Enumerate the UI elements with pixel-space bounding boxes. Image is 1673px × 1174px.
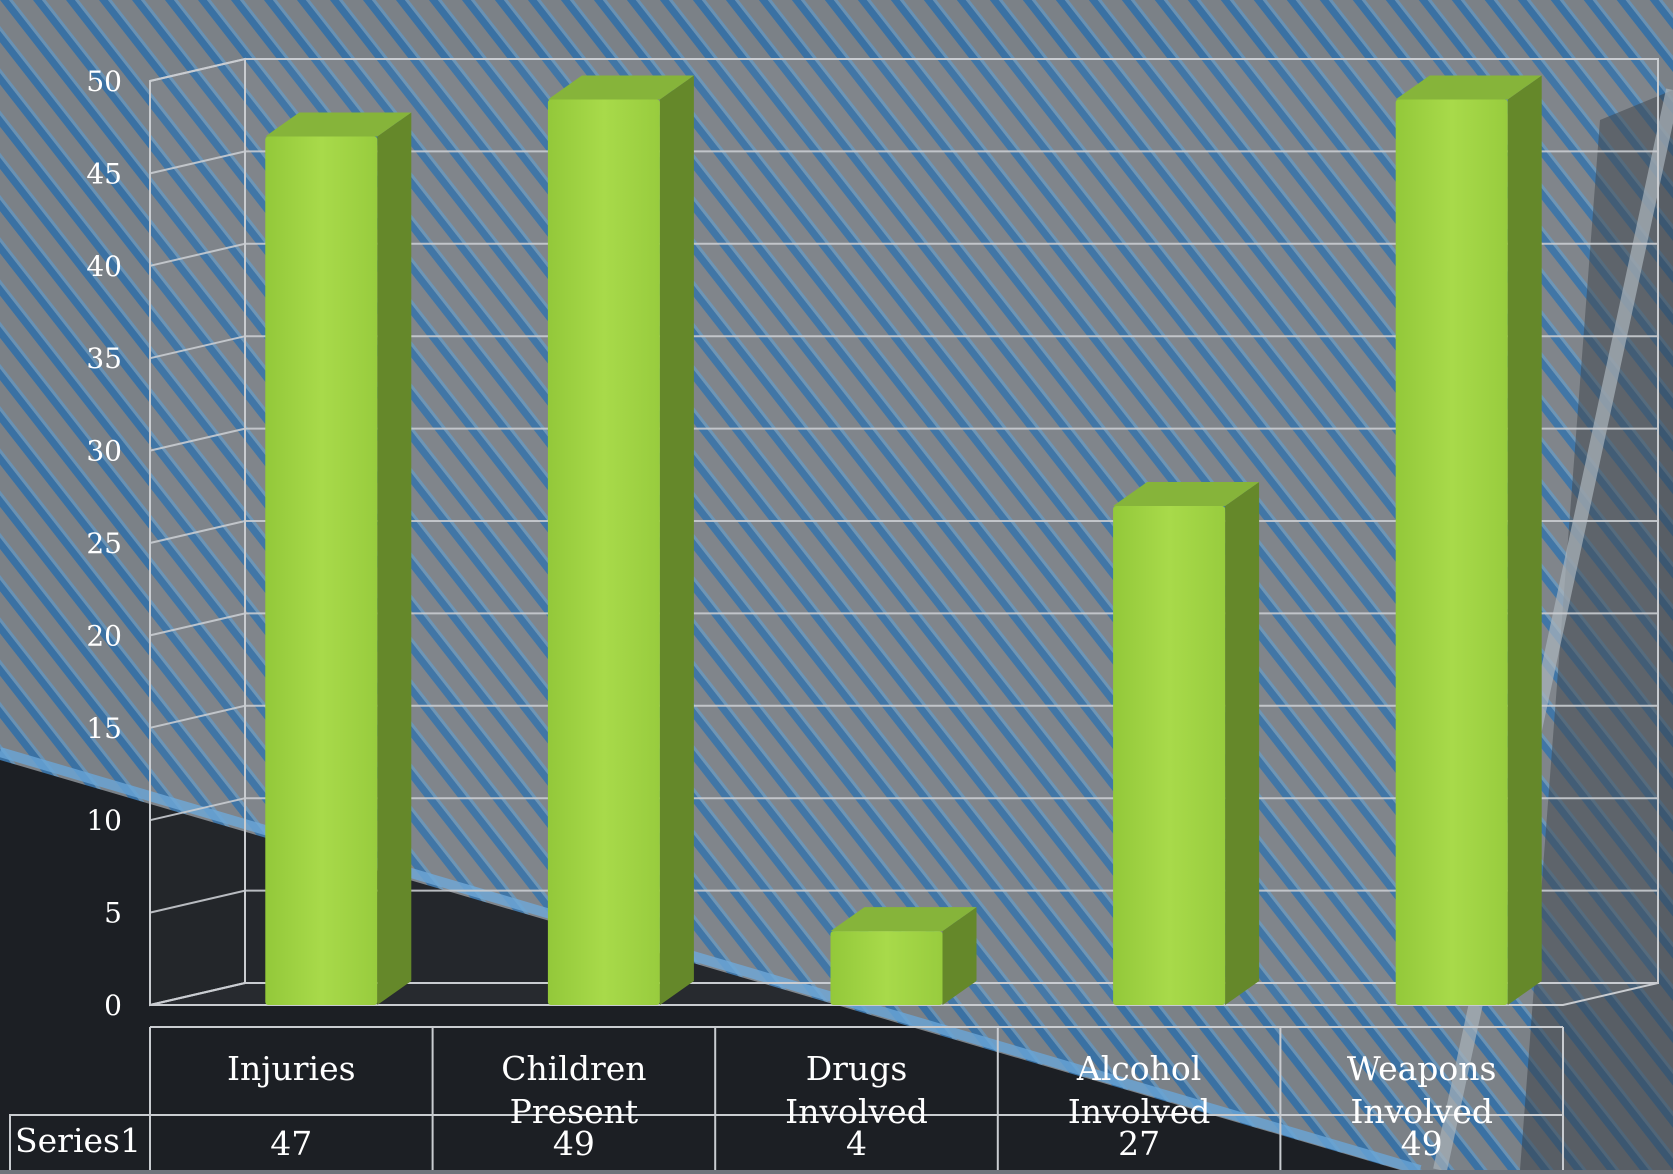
bar xyxy=(1395,75,1542,1006)
y-tick-label: 35 xyxy=(86,342,122,375)
gridline xyxy=(149,242,1658,267)
bar-front xyxy=(830,931,943,1005)
bar-top xyxy=(1113,482,1260,507)
y-tick-label: 20 xyxy=(86,619,122,652)
category-label: Alcohol xyxy=(1076,1049,1201,1088)
category-label: Involved xyxy=(785,1092,928,1131)
y-tick-label: 40 xyxy=(86,250,122,283)
y-axis-ticks: 0 5 10 15 20 25 30 35 40 45 50 xyxy=(86,65,122,1022)
bar-front xyxy=(547,99,660,1006)
gridline xyxy=(149,427,1658,452)
bar-side xyxy=(1507,75,1542,1006)
data-table: Injuries47ChildrenPresent49DrugsInvolved… xyxy=(9,1026,1564,1170)
category-label: Present xyxy=(510,1092,639,1131)
bars xyxy=(265,75,1542,1006)
data-table-value: 47 xyxy=(270,1124,312,1163)
y-tick-label: 5 xyxy=(104,897,122,930)
y-tick-label: 30 xyxy=(86,435,122,468)
gridline xyxy=(149,58,1658,82)
y-tick-label: 25 xyxy=(86,527,122,560)
bar-side xyxy=(659,75,694,1006)
gridline xyxy=(149,335,1658,360)
bar-front xyxy=(1395,99,1508,1006)
data-table-value: 27 xyxy=(1118,1124,1160,1163)
category-label: Injuries xyxy=(227,1049,356,1088)
bar xyxy=(830,907,977,1005)
bar-side xyxy=(942,907,977,1005)
y-tick-label: 50 xyxy=(86,65,122,98)
y-tick-label: 10 xyxy=(86,804,122,837)
bar-front xyxy=(265,136,378,1005)
data-table-value: 49 xyxy=(553,1124,595,1163)
bar-side xyxy=(377,112,412,1005)
category-label: Weapons xyxy=(1347,1049,1497,1088)
data-table-value: 49 xyxy=(1401,1124,1443,1163)
background-light-streak xyxy=(0,747,1422,1174)
y-tick-label: 0 xyxy=(104,989,122,1022)
data-table-value: 4 xyxy=(846,1124,867,1163)
bar-top xyxy=(830,907,977,932)
category-label: Involved xyxy=(1350,1092,1493,1131)
background-dark-corner xyxy=(1520,90,1673,1170)
category-label: Involved xyxy=(1068,1092,1211,1131)
bar-side xyxy=(1225,482,1260,1005)
bar xyxy=(547,75,694,1006)
bar-front xyxy=(1113,506,1226,1005)
bar-top xyxy=(265,112,412,137)
series-name-label: Series1 xyxy=(15,1121,141,1160)
category-label: Children xyxy=(501,1049,646,1088)
gridlines xyxy=(149,58,1658,1006)
bar-top xyxy=(1395,75,1542,100)
bar-top xyxy=(547,75,694,100)
y-tick-label: 45 xyxy=(86,157,122,190)
y-tick-label: 15 xyxy=(86,712,122,745)
bar xyxy=(1113,482,1260,1005)
category-label: Drugs xyxy=(806,1049,908,1088)
bar xyxy=(265,112,412,1005)
gridline xyxy=(149,150,1658,175)
